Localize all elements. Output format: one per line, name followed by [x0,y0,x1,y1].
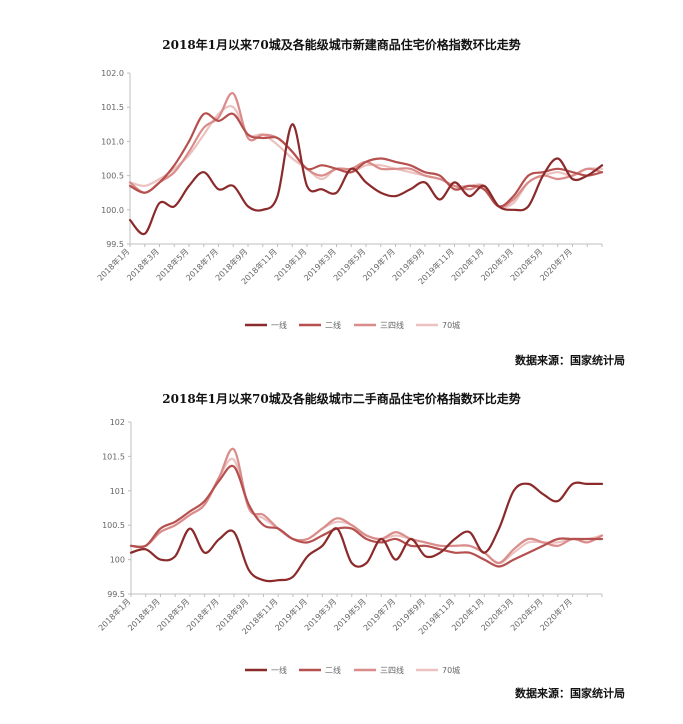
legend-label: 一线 [271,665,287,675]
series-line-1 [129,464,604,568]
legend-label: 二线 [325,665,341,675]
y-tick-label: 101.5 [101,103,124,112]
y-tick-label: 102.0 [101,69,124,78]
series-line-0 [128,123,604,236]
series-line-3 [128,105,604,209]
legend-label: 二线 [325,320,341,330]
legend-label: 三四线 [380,320,404,330]
legend-label: 三四线 [380,665,404,675]
legend-label: 70城 [442,321,460,330]
new-housing-chart-panel: 2018年1月以来70城及各能级城市新建商品住宅价格指数环比走势 102.0 10… [95,38,625,367]
second-hand-housing-chart: 102101.5101100.510099.52018年1月2018年3月201… [96,418,604,675]
y-tick-label: 102 [110,418,125,427]
y-tick-label: 99.5 [106,240,124,249]
chart-title: 2018年1月以来70城及各能级城市新建商品住宅价格指数环比走势 [162,38,521,52]
y-tick-label: 100 [110,556,125,565]
legend-label: 一线 [271,320,287,330]
second-hand-housing-chart-panel: 2018年1月以来70城及各能级城市二手商品住宅价格指数环比走势 102 101.… [0,376,683,724]
data-source-note: 数据来源：国家统计局 [515,687,625,700]
y-tick-label: 101 [110,487,125,496]
y-tick-label: 101.0 [101,137,124,146]
y-tick-label: 100.5 [102,521,125,530]
y-tick-label: 100.0 [101,206,124,215]
legend-label: 70城 [442,666,460,675]
x-tick-label: 2020年7月 [538,596,574,632]
y-tick-label: 99.5 [107,590,125,599]
chart-title: 2018年1月以来70城及各能级城市二手商品住宅价格指数环比走势 [162,392,521,406]
y-tick-label: 101.5 [102,452,125,461]
x-tick-label: 2020年7月 [538,246,574,282]
series-line-2 [129,447,604,565]
data-source-note: 数据来源：国家统计局 [515,354,625,367]
new-housing-chart: 102.0101.5101.0100.5100.099.52018年1月2018… [95,69,604,330]
series-line-1 [128,112,604,208]
series-line-2 [128,92,604,209]
y-tick-label: 100.5 [101,172,124,181]
series-line-0 [129,481,604,583]
